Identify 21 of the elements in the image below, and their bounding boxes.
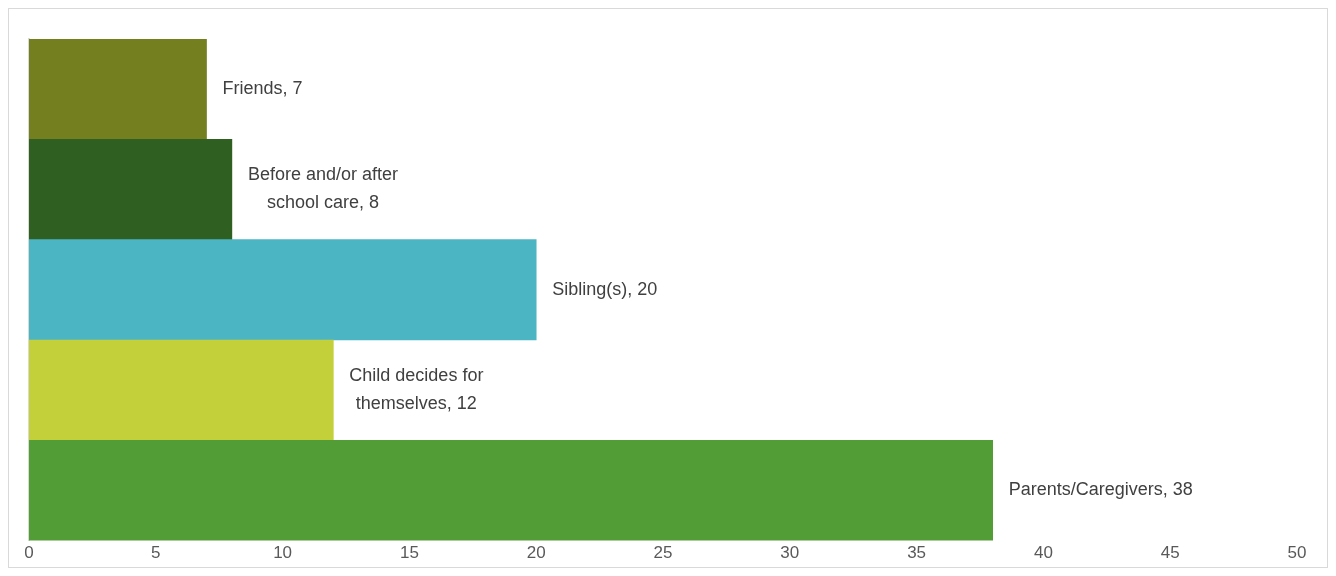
data-label: Parents/Caregivers, 38 bbox=[1008, 479, 1193, 500]
x-tick-label: 50 bbox=[1287, 543, 1307, 563]
x-tick-label: 25 bbox=[653, 543, 673, 563]
bar bbox=[29, 439, 994, 541]
x-tick-label: 45 bbox=[1160, 543, 1180, 563]
bar bbox=[29, 138, 233, 240]
bar bbox=[29, 339, 334, 441]
x-tick-label: 5 bbox=[151, 543, 161, 563]
data-label: Child decides for themselves, 12 bbox=[349, 365, 484, 414]
x-tick-label: 15 bbox=[399, 543, 419, 563]
data-label: Friends, 7 bbox=[222, 78, 303, 99]
x-tick-label: 10 bbox=[273, 543, 293, 563]
x-tick-label: 30 bbox=[780, 543, 800, 563]
bar bbox=[29, 39, 207, 140]
x-tick-label: 20 bbox=[526, 543, 546, 563]
bar bbox=[29, 239, 537, 341]
data-label: Sibling(s), 20 bbox=[552, 278, 658, 299]
x-tick-label: 40 bbox=[1033, 543, 1053, 563]
data-label: Before and/or after school care, 8 bbox=[247, 164, 398, 213]
x-tick-label: 0 bbox=[24, 543, 34, 563]
x-tick-label: 35 bbox=[907, 543, 927, 563]
